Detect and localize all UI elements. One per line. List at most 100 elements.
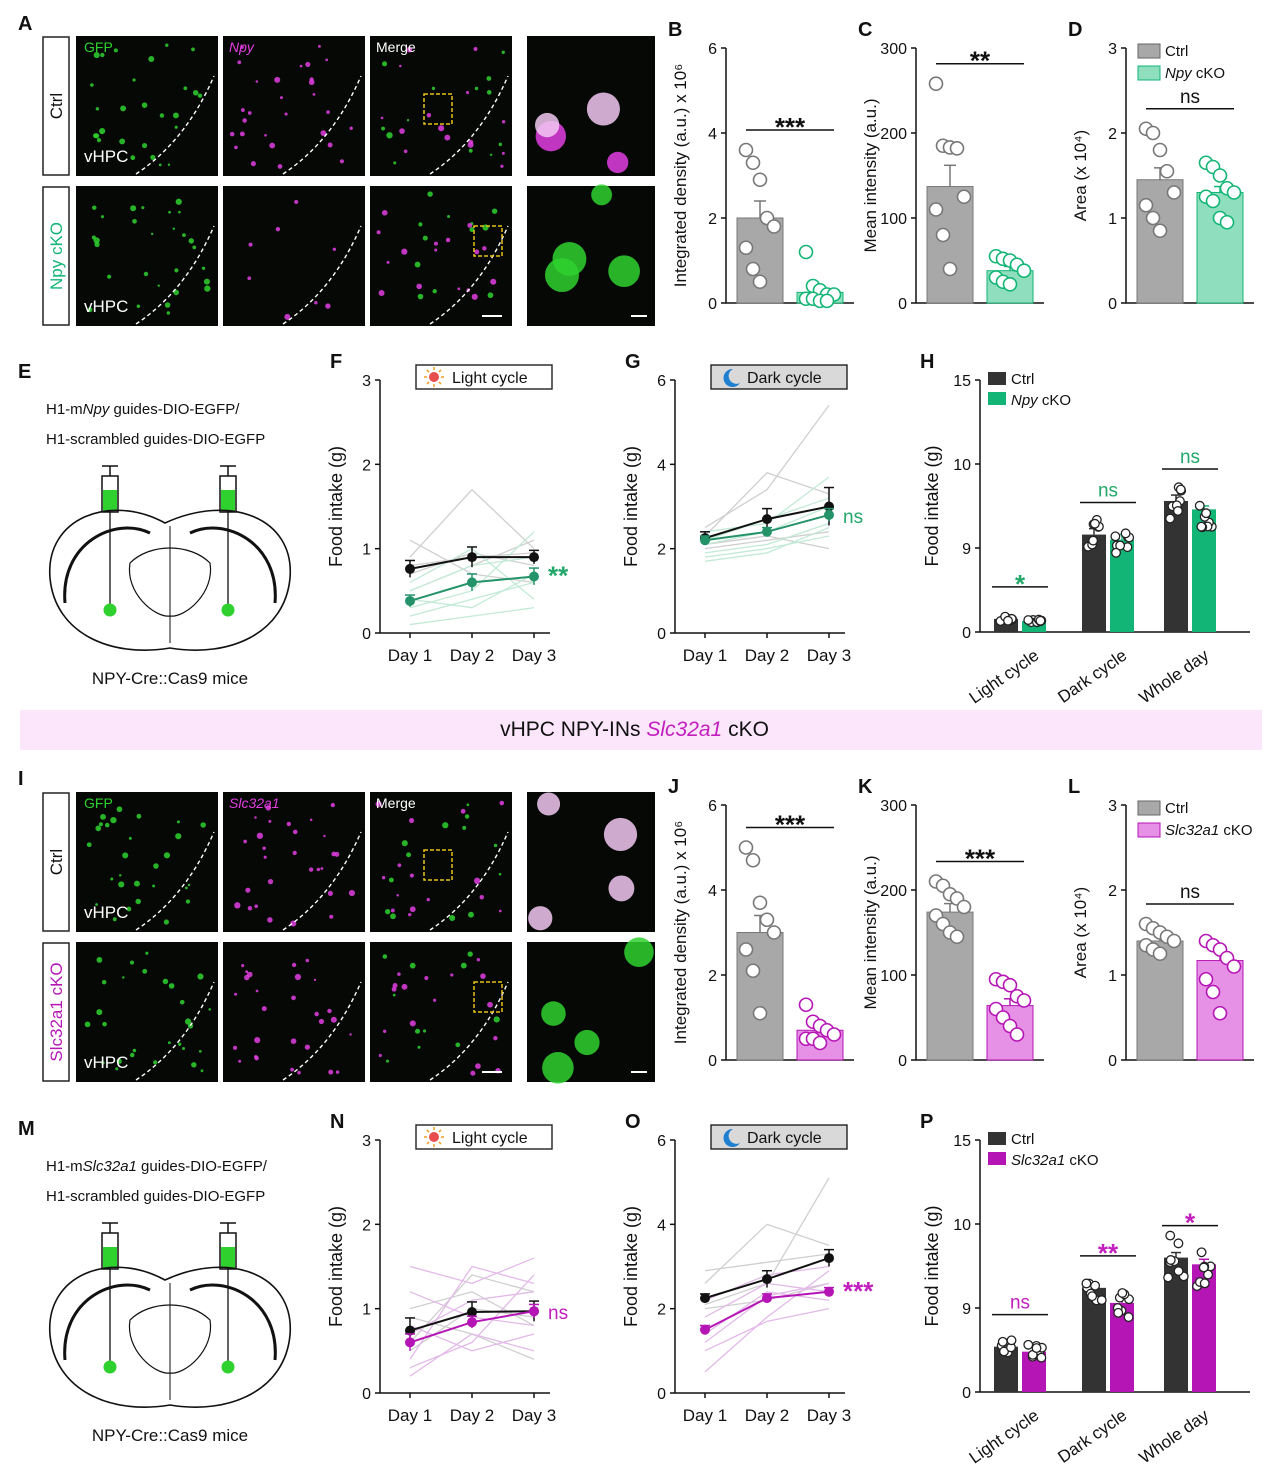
y-axis-label: Food intake (g) [922, 1205, 942, 1326]
cell-spot [107, 274, 112, 279]
data-point [1165, 1230, 1176, 1241]
data-point [949, 141, 965, 156]
cell-spot [624, 937, 654, 967]
cell-spot [408, 912, 412, 917]
cell-spot [403, 149, 408, 154]
panel-letter: B [668, 19, 682, 41]
cell-spot [165, 43, 169, 47]
region-label-vhpc: vHPC [84, 297, 128, 316]
cell-spot [327, 890, 333, 896]
data-point [766, 925, 782, 940]
data-point [1159, 163, 1175, 179]
cell-spot [381, 209, 388, 216]
cell-spot [261, 1006, 267, 1012]
cell-spot [476, 958, 481, 962]
data-point [1196, 521, 1207, 532]
cell-spot [168, 210, 171, 214]
x-tick-label: Light cycle [966, 1406, 1043, 1464]
panel-letter: J [668, 776, 679, 798]
panel-letter: O [625, 1111, 641, 1133]
cell-spot [166, 311, 171, 315]
cell-spot [275, 226, 281, 232]
channel-label-merge: Merge [376, 795, 416, 811]
data-point [798, 244, 814, 260]
cell-spot [178, 210, 181, 214]
cell-spot [414, 261, 421, 268]
injection-site [103, 1360, 117, 1374]
cell-spot [110, 877, 114, 881]
cell-spot [120, 105, 127, 112]
cell-spot [148, 55, 155, 62]
y-tick-label: 4 [657, 1217, 666, 1234]
cell-spot [96, 957, 103, 963]
legend-label-ctrl: Ctrl [1165, 43, 1188, 60]
cell-spot [112, 917, 117, 922]
data-point [928, 76, 944, 91]
individual-line-cko [704, 526, 830, 562]
cell-spot [486, 76, 492, 81]
cell-spot [163, 852, 171, 859]
data-point [928, 202, 944, 217]
data-point [1212, 168, 1228, 183]
cell-spot [192, 245, 197, 250]
chart-B: 0 2 4 6 Integrated density (a.u.) x 10⁶ *** B [668, 19, 854, 313]
cell-spot [290, 1067, 294, 1072]
y-tick-label: 2 [708, 968, 717, 985]
cell-spot [378, 290, 385, 297]
section-banner-title: vHPC NPY-INs Slc32a1 cKO [0, 718, 1269, 742]
cell-spot [197, 973, 204, 980]
data-point [1123, 1312, 1134, 1323]
cell-spot [245, 970, 249, 974]
micrograph-tile [370, 36, 512, 176]
data-point [826, 1027, 842, 1042]
significance-label: ** [970, 46, 991, 76]
chart-P: 0 9 10 15 Food intake (g) ns Light cycle ** Dark… [920, 1111, 1250, 1464]
individual-line-cko [409, 1324, 535, 1352]
cell-spot [468, 148, 473, 153]
injection-site [221, 1360, 235, 1374]
y-tick-label: 100 [880, 211, 907, 228]
data-point [738, 142, 754, 158]
data-point [1173, 1238, 1184, 1249]
x-tick-label: Day 2 [450, 646, 494, 665]
mean-point [529, 552, 539, 563]
mean-point [762, 1293, 772, 1304]
data-point [1226, 185, 1242, 200]
zoom-box [423, 93, 453, 125]
schematic-panel: E H1-mNpy guides-DIO-EGFP/H1-scrambled gu… [18, 361, 291, 688]
channel-label-gene: Slc32a1 [229, 795, 280, 811]
cell-spot [312, 92, 316, 96]
panel-letter: H [920, 351, 934, 373]
individual-line-ctrl [704, 1223, 830, 1284]
y-tick-label: 1 [1108, 211, 1117, 228]
data-point [812, 1035, 828, 1051]
cell-spot [174, 268, 179, 273]
cell-spot [263, 855, 267, 859]
cell-spot [229, 131, 235, 137]
schematic-line-1: H1-mNpy guides-DIO-EGFP/ [46, 401, 240, 418]
cell-spot [175, 833, 182, 840]
cell-spot [208, 1008, 211, 1011]
cell-spot [115, 1067, 119, 1071]
sun-ray [438, 369, 442, 373]
data-point [745, 261, 761, 277]
cell-spot [308, 79, 315, 86]
cell-spot [150, 154, 156, 160]
cell-spot [417, 293, 424, 300]
cell-spot [96, 1009, 103, 1016]
cell-spot [431, 86, 436, 91]
section-banner [20, 710, 1262, 750]
cell-spot [239, 131, 245, 137]
cell-spot [150, 232, 154, 236]
cell-spot [265, 805, 272, 811]
cell-spot [247, 111, 252, 115]
region-label-vhpc: vHPC [84, 903, 128, 922]
legend-swatch-cko [1137, 65, 1161, 81]
cell-spot [401, 983, 408, 990]
cell-spot [382, 954, 388, 959]
cell-spot [250, 161, 256, 167]
micrograph-tile [370, 942, 512, 1082]
cell-spot [426, 113, 432, 118]
mean-point [700, 1293, 710, 1304]
injection-site [103, 603, 117, 617]
